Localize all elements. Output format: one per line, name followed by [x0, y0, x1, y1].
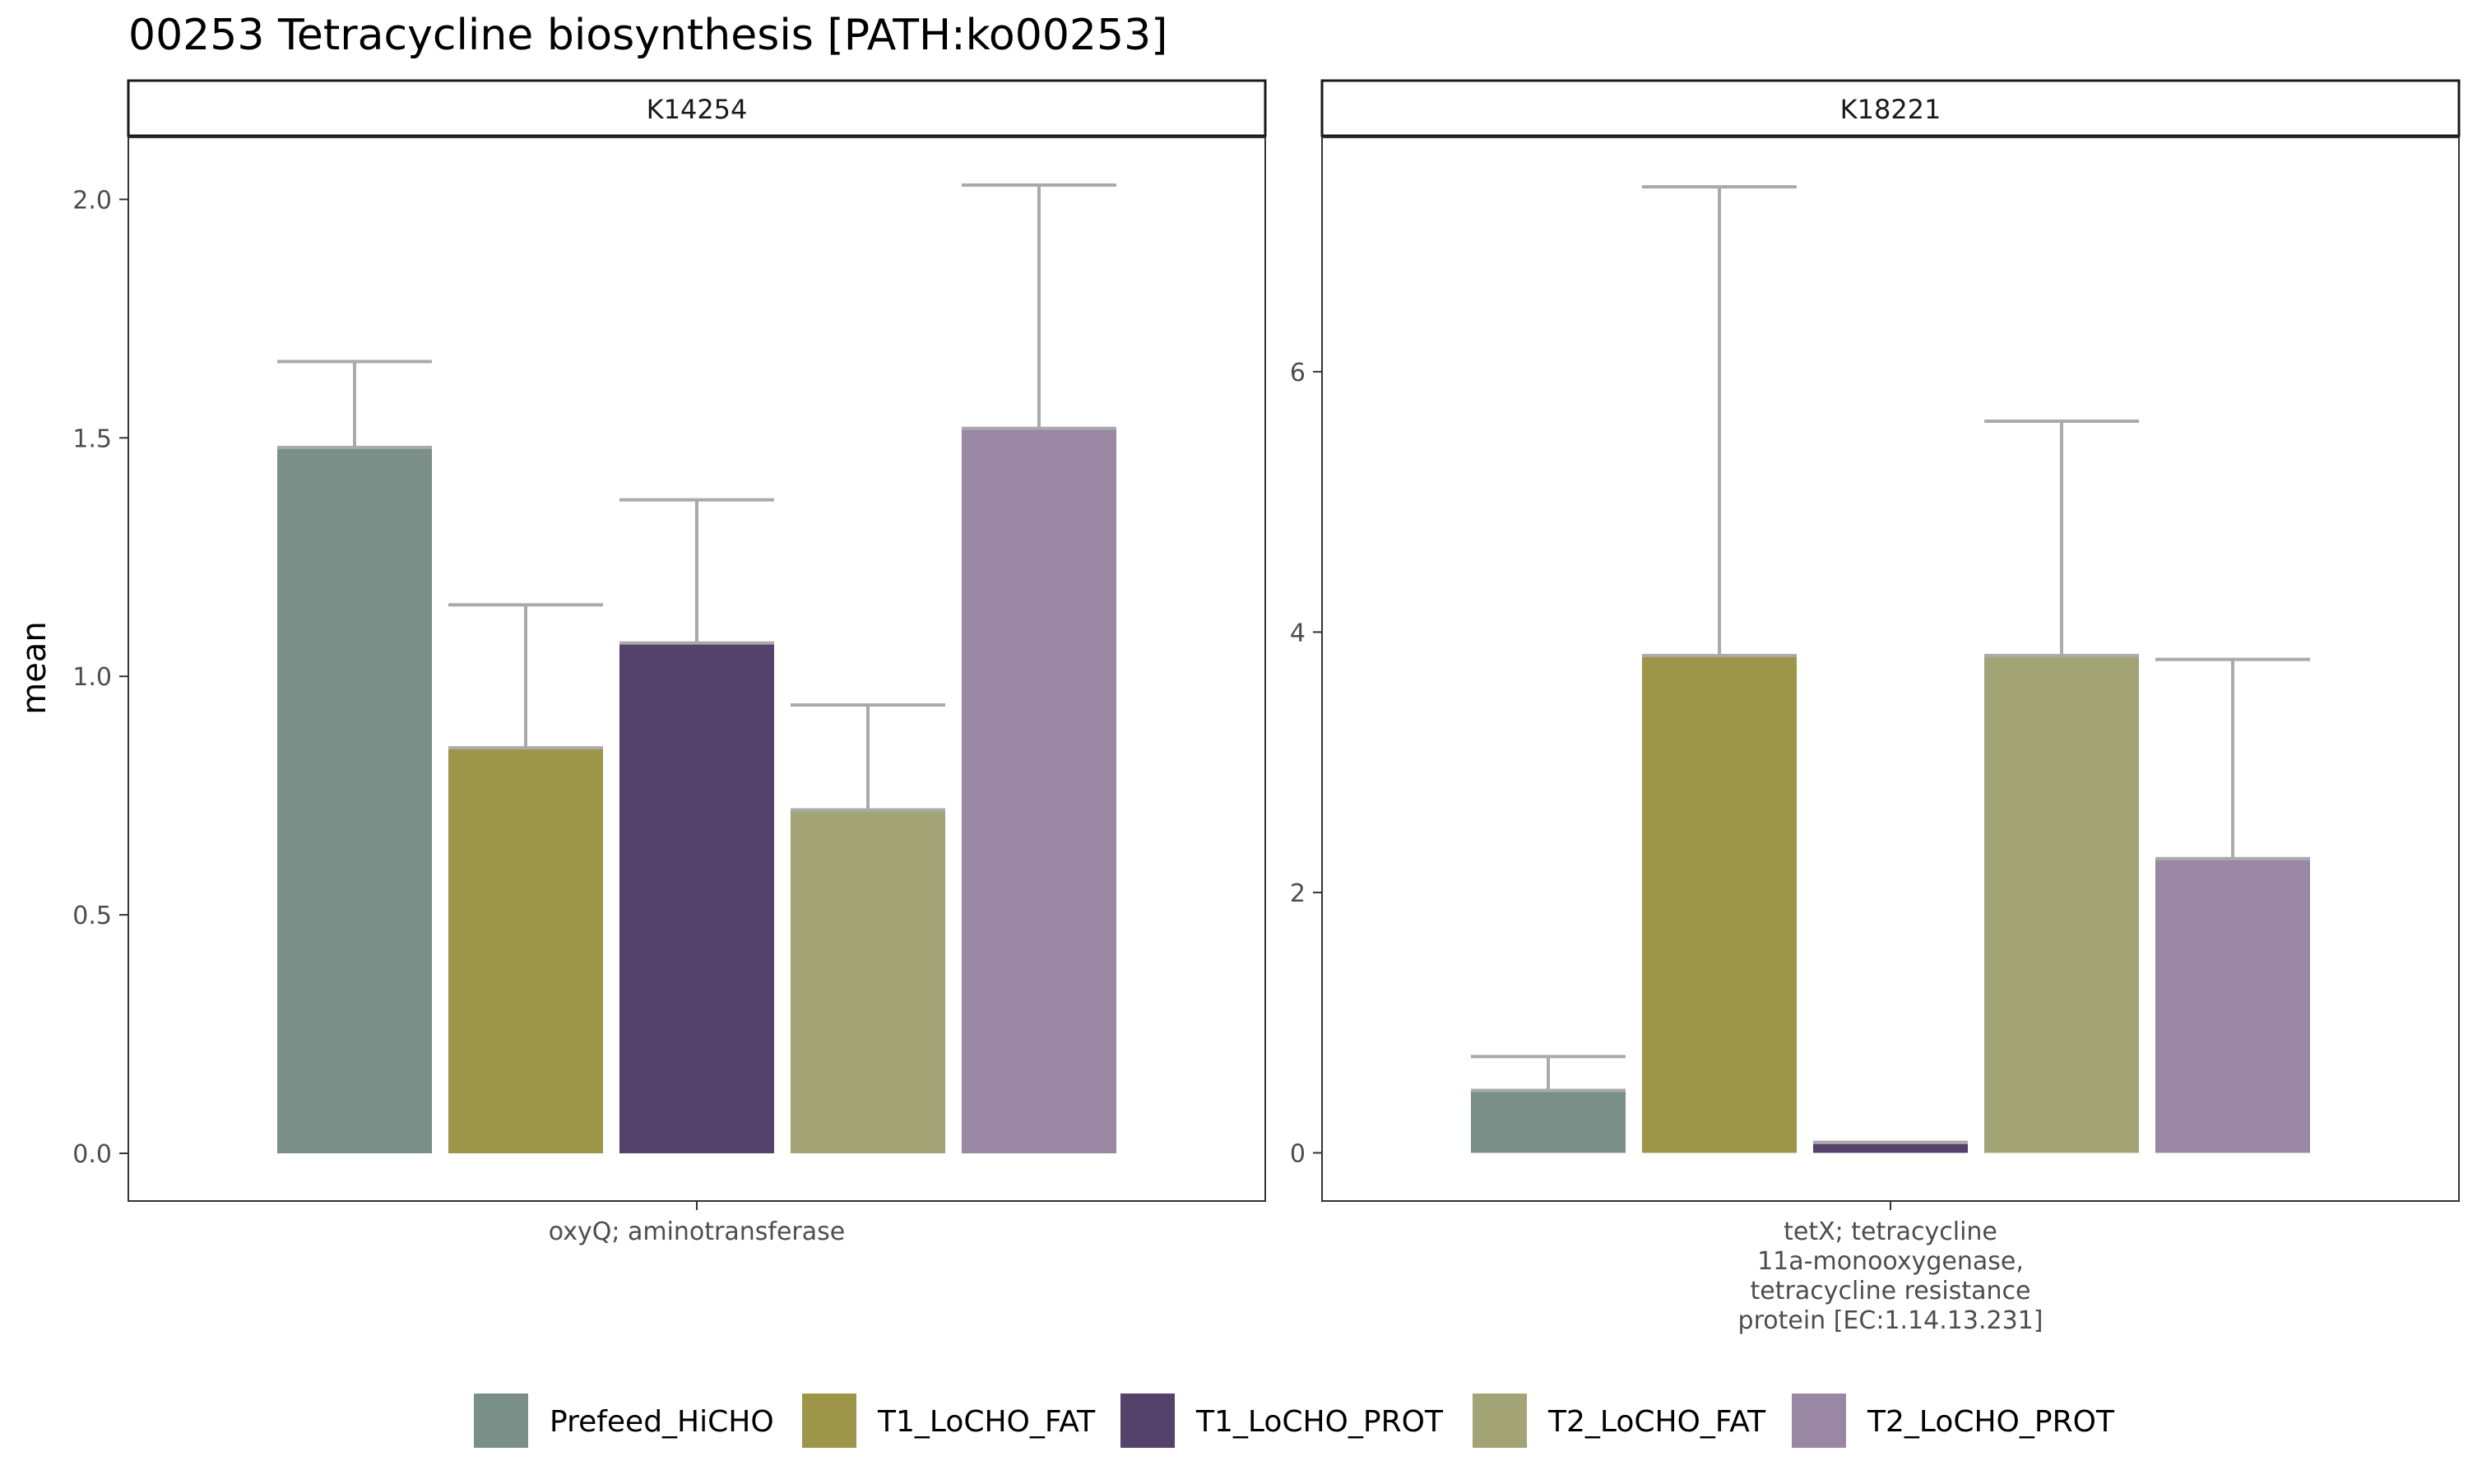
- bar: [1984, 655, 2139, 1153]
- x-tick-label: tetX; tetracycline: [1784, 1217, 1997, 1246]
- legend-label: T1_LoCHO_PROT: [1195, 1405, 1444, 1439]
- x-tick-label: oxyQ; aminotransferase: [549, 1217, 845, 1246]
- y-tick-label: 0: [1290, 1139, 1306, 1168]
- y-tick-label: 0.5: [72, 902, 112, 930]
- y-tick-label: 1.0: [72, 663, 112, 692]
- bar: [277, 447, 432, 1154]
- legend-label: T1_LoCHO_FAT: [877, 1405, 1096, 1439]
- legend-label: Prefeed_HiCHO: [550, 1405, 774, 1439]
- legend-item: T1_LoCHO_PROT: [1120, 1394, 1444, 1448]
- legend-key: [1473, 1394, 1527, 1448]
- y-axis-label: mean: [16, 621, 53, 714]
- legend-item: Prefeed_HiCHO: [474, 1394, 774, 1448]
- facet-1: K14254 0.0 0.5 1.0 1.5 2.0 oxyQ; aminotransfer…: [72, 79, 1267, 1246]
- legend-item: T1_LoCHO_FAT: [802, 1394, 1096, 1448]
- bar: [448, 748, 603, 1154]
- facet-strip-label: K18221: [1840, 94, 1941, 125]
- legend-key: [1792, 1394, 1846, 1448]
- bar: [791, 809, 945, 1154]
- y-tick-label: 6: [1290, 359, 1306, 387]
- facets-layer: K14254 0.0 0.5 1.0 1.5 2.0 oxyQ; aminotransfer…: [72, 79, 2461, 1335]
- bar: [1471, 1090, 1626, 1153]
- facet-strip-label: K14254: [647, 94, 748, 125]
- legend-label: T2_LoCHO_PROT: [1867, 1405, 2115, 1439]
- legend-item: T2_LoCHO_FAT: [1473, 1394, 1766, 1448]
- bar: [1813, 1142, 1968, 1153]
- x-tick-label: tetracycline resistance: [1751, 1277, 2031, 1305]
- x-tick-label: protein [EC:1.14.13.231]: [1738, 1306, 2044, 1335]
- bar: [619, 642, 774, 1154]
- legend: Prefeed_HiCHO T1_LoCHO_FAT T1_LoCHO_PROT T2…: [474, 1394, 2115, 1448]
- y-tick-label: 4: [1290, 619, 1306, 647]
- facet-strip: [1320, 79, 2461, 137]
- y-tick-label: 1.5: [72, 424, 112, 453]
- chart-title: 00253 Tetracycline biosynthesis [PATH:ko…: [128, 11, 1167, 60]
- legend-key: [1120, 1394, 1175, 1448]
- x-tick-label: 11a-monooxygenase,: [1757, 1247, 2024, 1276]
- legend-key: [802, 1394, 856, 1448]
- bar: [2155, 858, 2310, 1153]
- facet-2: K18221 0 2 4 6 tetX; tetracycline11a-monooxyg…: [1290, 79, 2461, 1335]
- y-tick-label: 2.0: [72, 186, 112, 215]
- y-tick-label: 0.0: [72, 1140, 112, 1169]
- bar: [962, 428, 1116, 1154]
- bar: [1642, 655, 1797, 1153]
- y-tick-label: 2: [1290, 879, 1306, 908]
- legend-label: T2_LoCHO_FAT: [1547, 1405, 1766, 1439]
- legend-item: T2_LoCHO_PROT: [1792, 1394, 2115, 1448]
- facet-strip: [127, 79, 1267, 137]
- legend-key: [474, 1394, 528, 1448]
